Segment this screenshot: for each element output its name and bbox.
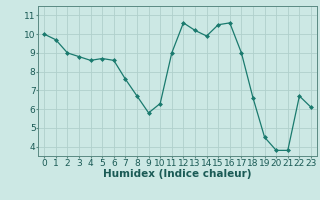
X-axis label: Humidex (Indice chaleur): Humidex (Indice chaleur) (103, 169, 252, 179)
